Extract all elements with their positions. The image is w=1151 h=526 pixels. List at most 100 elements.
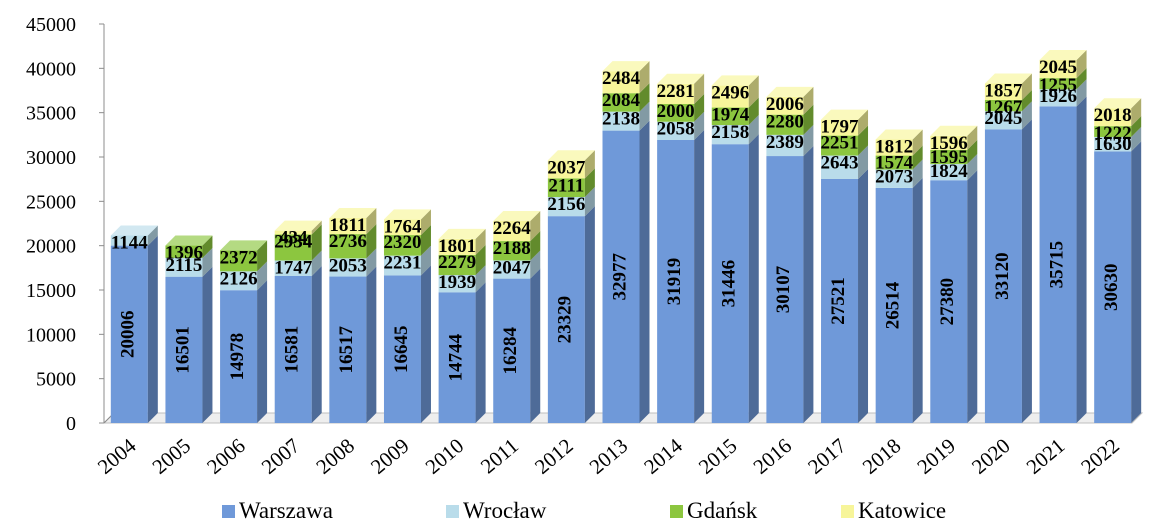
bar-side — [803, 124, 814, 157]
bar-segment — [220, 280, 268, 423]
bar-front — [1039, 106, 1077, 424]
bar-segment — [602, 101, 650, 131]
bar-front — [438, 238, 476, 255]
bar-side — [366, 224, 377, 259]
data-label: 1824 — [930, 161, 969, 182]
data-label: 16645 — [391, 325, 412, 373]
x-tick-label: 2004 — [93, 433, 141, 479]
bar-side — [530, 231, 541, 261]
legend-label: Wrocław — [463, 498, 547, 523]
bar-side — [311, 265, 322, 423]
data-label: 1939 — [438, 272, 476, 293]
bar-side — [530, 268, 541, 423]
bar-side — [202, 247, 213, 277]
bar-side — [584, 187, 595, 217]
data-label: 2231 — [383, 253, 421, 274]
bar-front — [930, 164, 968, 181]
bar-side — [1021, 101, 1032, 130]
bar-segment — [1094, 141, 1142, 423]
bar-front — [383, 235, 421, 256]
x-tick-label: 2020 — [967, 433, 1015, 478]
bar-segment — [329, 266, 377, 423]
bar-segment — [165, 235, 213, 258]
bar-segment — [930, 139, 978, 165]
legend-label: Gdańsk — [687, 498, 758, 523]
bar-side — [748, 97, 759, 126]
bar-segment — [766, 104, 814, 135]
bar-front — [711, 144, 749, 423]
bar-front — [274, 230, 312, 235]
x-tick-label: 2012 — [530, 433, 578, 478]
bar-front — [821, 135, 859, 156]
data-label: 1396 — [165, 243, 203, 264]
bar-segment — [1039, 49, 1087, 79]
data-label: 14744 — [445, 333, 466, 381]
data-label: 14978 — [227, 333, 248, 381]
x-tick-label: 2017 — [803, 433, 851, 478]
bar-side — [967, 170, 978, 423]
y-tick-label: 40000 — [26, 58, 76, 80]
bar-segment — [930, 125, 978, 150]
bar-segment — [383, 265, 431, 423]
bar-front — [1094, 151, 1132, 423]
bar-front — [110, 235, 148, 246]
bar-side — [748, 75, 759, 108]
x-tick-label: 2015 — [694, 433, 742, 478]
data-label: 1797 — [821, 117, 860, 138]
bar-front — [274, 234, 312, 261]
bar-segment — [875, 159, 923, 188]
bar-segment — [165, 247, 213, 277]
x-tick-label: 2010 — [421, 433, 469, 478]
bar-side — [1076, 79, 1087, 107]
bar-segment — [383, 209, 431, 236]
bar-segment — [274, 220, 322, 235]
data-label: 2000 — [657, 101, 695, 122]
bar-segment — [438, 228, 486, 255]
bar-segment — [220, 261, 268, 291]
data-label: 2280 — [766, 112, 804, 133]
bar-side — [639, 61, 650, 94]
x-tick-label: 2019 — [912, 433, 960, 478]
x-tick-label: 2018 — [858, 433, 906, 478]
bar-front — [110, 245, 148, 423]
bar-top — [657, 73, 705, 84]
bar-side — [584, 206, 595, 423]
bar-segment — [875, 177, 923, 423]
bar-front — [220, 271, 258, 291]
bar-segment — [329, 248, 377, 277]
data-label: 2058 — [657, 119, 695, 140]
bar-front — [493, 260, 531, 279]
data-label: 1747 — [274, 257, 313, 278]
data-label: 33120 — [992, 252, 1013, 300]
bar-front — [930, 135, 968, 150]
bar-front — [220, 290, 258, 423]
bar-front — [1094, 108, 1132, 127]
y-tick-label: 45000 — [26, 14, 76, 36]
bar-segment — [657, 129, 705, 423]
data-label: 16581 — [282, 326, 303, 374]
bar-segment — [711, 134, 759, 423]
bar-segment — [711, 97, 759, 126]
data-label: 1222 — [1094, 123, 1132, 144]
bar-top — [165, 235, 213, 246]
data-label: 16501 — [172, 326, 193, 374]
bar-segment — [984, 101, 1032, 130]
data-label: 1812 — [875, 137, 913, 158]
bar-front — [329, 276, 367, 423]
bar-front — [274, 275, 312, 423]
bar-segment — [438, 265, 486, 293]
bar-side — [420, 225, 431, 256]
y-tick-label: 15000 — [26, 280, 76, 302]
x-tick-label: 2016 — [749, 433, 797, 478]
legend-label: Katowice — [858, 498, 946, 523]
bar-segment — [274, 265, 322, 423]
bar-segment — [602, 120, 650, 423]
data-label: 2111 — [548, 175, 584, 196]
data-label: 2643 — [821, 153, 859, 174]
data-label: 2281 — [657, 81, 695, 102]
data-label: 1630 — [1094, 134, 1132, 155]
x-tick-label: 2013 — [585, 433, 633, 478]
bar-segment — [711, 115, 759, 145]
bar-front — [274, 260, 312, 276]
data-label: 2158 — [711, 122, 749, 143]
